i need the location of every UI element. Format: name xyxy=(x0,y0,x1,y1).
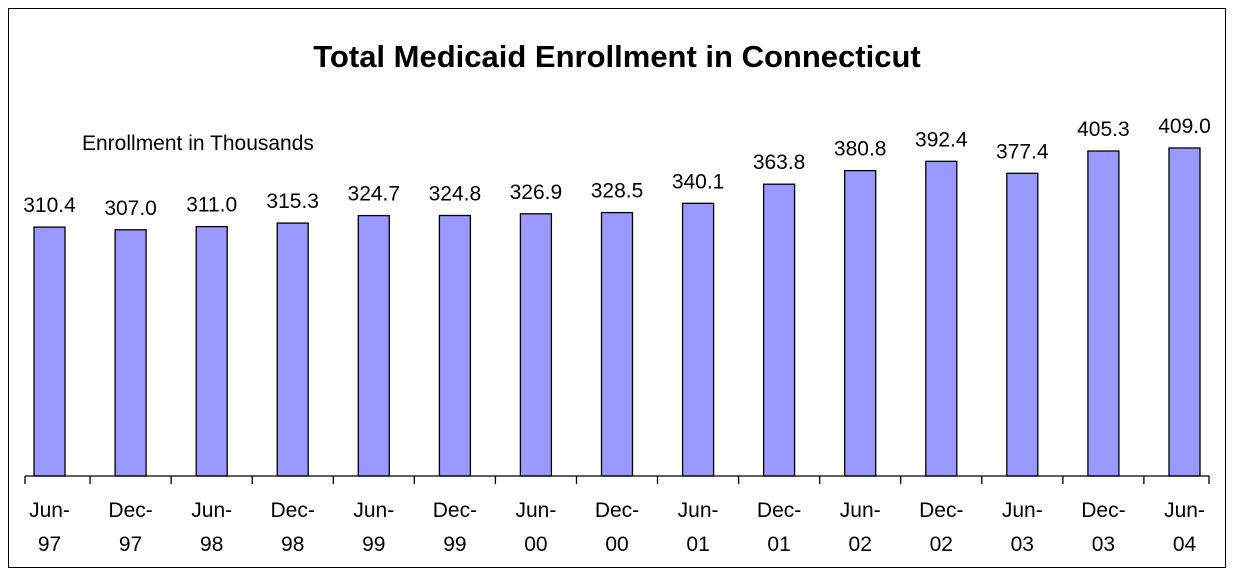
x-tick-label-11: Dec- xyxy=(919,499,963,522)
x-tick-label-7: Dec- xyxy=(595,499,639,522)
data-label-12: 377.4 xyxy=(996,140,1049,163)
bar-10 xyxy=(844,169,877,477)
x-tick-label-13: Dec- xyxy=(1081,499,1125,522)
x-tick-label-year-11: 02 xyxy=(930,533,953,556)
x-tick-label-14: Jun- xyxy=(1164,499,1205,522)
bar-12 xyxy=(1006,172,1039,477)
x-tick-label-year-8: 01 xyxy=(686,533,709,556)
x-tick-label-year-5: 99 xyxy=(443,533,466,556)
bar-13 xyxy=(1087,150,1120,477)
data-label-13: 405.3 xyxy=(1077,118,1130,141)
bar-4 xyxy=(357,214,390,477)
data-label-8: 340.1 xyxy=(672,170,725,193)
data-label-3: 315.3 xyxy=(266,190,319,213)
bar-plot: 310.4 Jun- 97 307.0 Dec- 97 311.0 Jun- 98 315.3 De… xyxy=(23,115,1211,556)
data-label-9: 363.8 xyxy=(753,151,806,174)
x-tick-label-year-4: 99 xyxy=(362,533,385,556)
x-tick-label-year-7: 00 xyxy=(605,533,628,556)
data-label-11: 392.4 xyxy=(915,128,968,151)
bar-2 xyxy=(195,225,228,477)
bar-14 xyxy=(1168,147,1201,477)
bar-9 xyxy=(762,183,796,477)
data-label-6: 326.9 xyxy=(510,181,563,204)
bar-0 xyxy=(33,226,66,477)
x-tick-label-year-1: 97 xyxy=(119,533,142,556)
bar-8 xyxy=(681,202,715,477)
x-tick-label-4: Jun- xyxy=(353,499,394,522)
chart-title: Total Medicaid Enrollment in Connecticut xyxy=(313,39,921,74)
x-tick-label-year-12: 03 xyxy=(1011,533,1034,556)
x-tick-label-0: Jun- xyxy=(29,499,70,522)
x-tick-label-12: Jun- xyxy=(1002,499,1043,522)
x-tick-label-year-10: 02 xyxy=(849,533,872,556)
x-tick-label-2: Jun- xyxy=(191,499,232,522)
x-tick-label-year-3: 98 xyxy=(281,533,304,556)
x-tick-label-5: Dec- xyxy=(433,499,477,522)
data-label-5: 324.8 xyxy=(429,183,482,206)
x-tick-label-year-2: 98 xyxy=(200,533,223,556)
bar-5 xyxy=(438,214,472,477)
bar-7 xyxy=(600,211,634,477)
x-tick-label-year-13: 03 xyxy=(1092,533,1115,556)
x-tick-label-year-0: 97 xyxy=(38,533,61,556)
bar-6 xyxy=(519,213,553,477)
data-label-7: 328.5 xyxy=(591,180,644,203)
x-tick-label-6: Jun- xyxy=(515,499,556,522)
unit-label: Enrollment in Thousands xyxy=(82,132,314,155)
x-tick-label-3: Dec- xyxy=(271,499,315,522)
data-label-14: 409.0 xyxy=(1158,115,1211,138)
x-tick-label-9: Dec- xyxy=(757,499,801,522)
bar-11 xyxy=(925,160,958,477)
x-tick-label-year-9: 01 xyxy=(767,533,790,556)
data-label-0: 310.4 xyxy=(23,194,76,217)
x-tick-label-10: Jun- xyxy=(840,499,881,522)
data-label-10: 380.8 xyxy=(834,138,887,161)
x-tick-label-1: Dec- xyxy=(108,499,152,522)
x-tick-label-year-6: 00 xyxy=(524,533,547,556)
data-label-4: 324.7 xyxy=(348,183,401,206)
data-label-1: 307.0 xyxy=(104,197,157,220)
chart-frame: Total Medicaid Enrollment in Connecticut… xyxy=(8,8,1226,568)
bar-1 xyxy=(114,229,147,477)
bar-3 xyxy=(276,222,309,477)
data-label-2: 311.0 xyxy=(186,194,237,217)
x-tick-label-8: Jun- xyxy=(678,499,719,522)
x-tick-label-year-14: 04 xyxy=(1173,533,1197,556)
